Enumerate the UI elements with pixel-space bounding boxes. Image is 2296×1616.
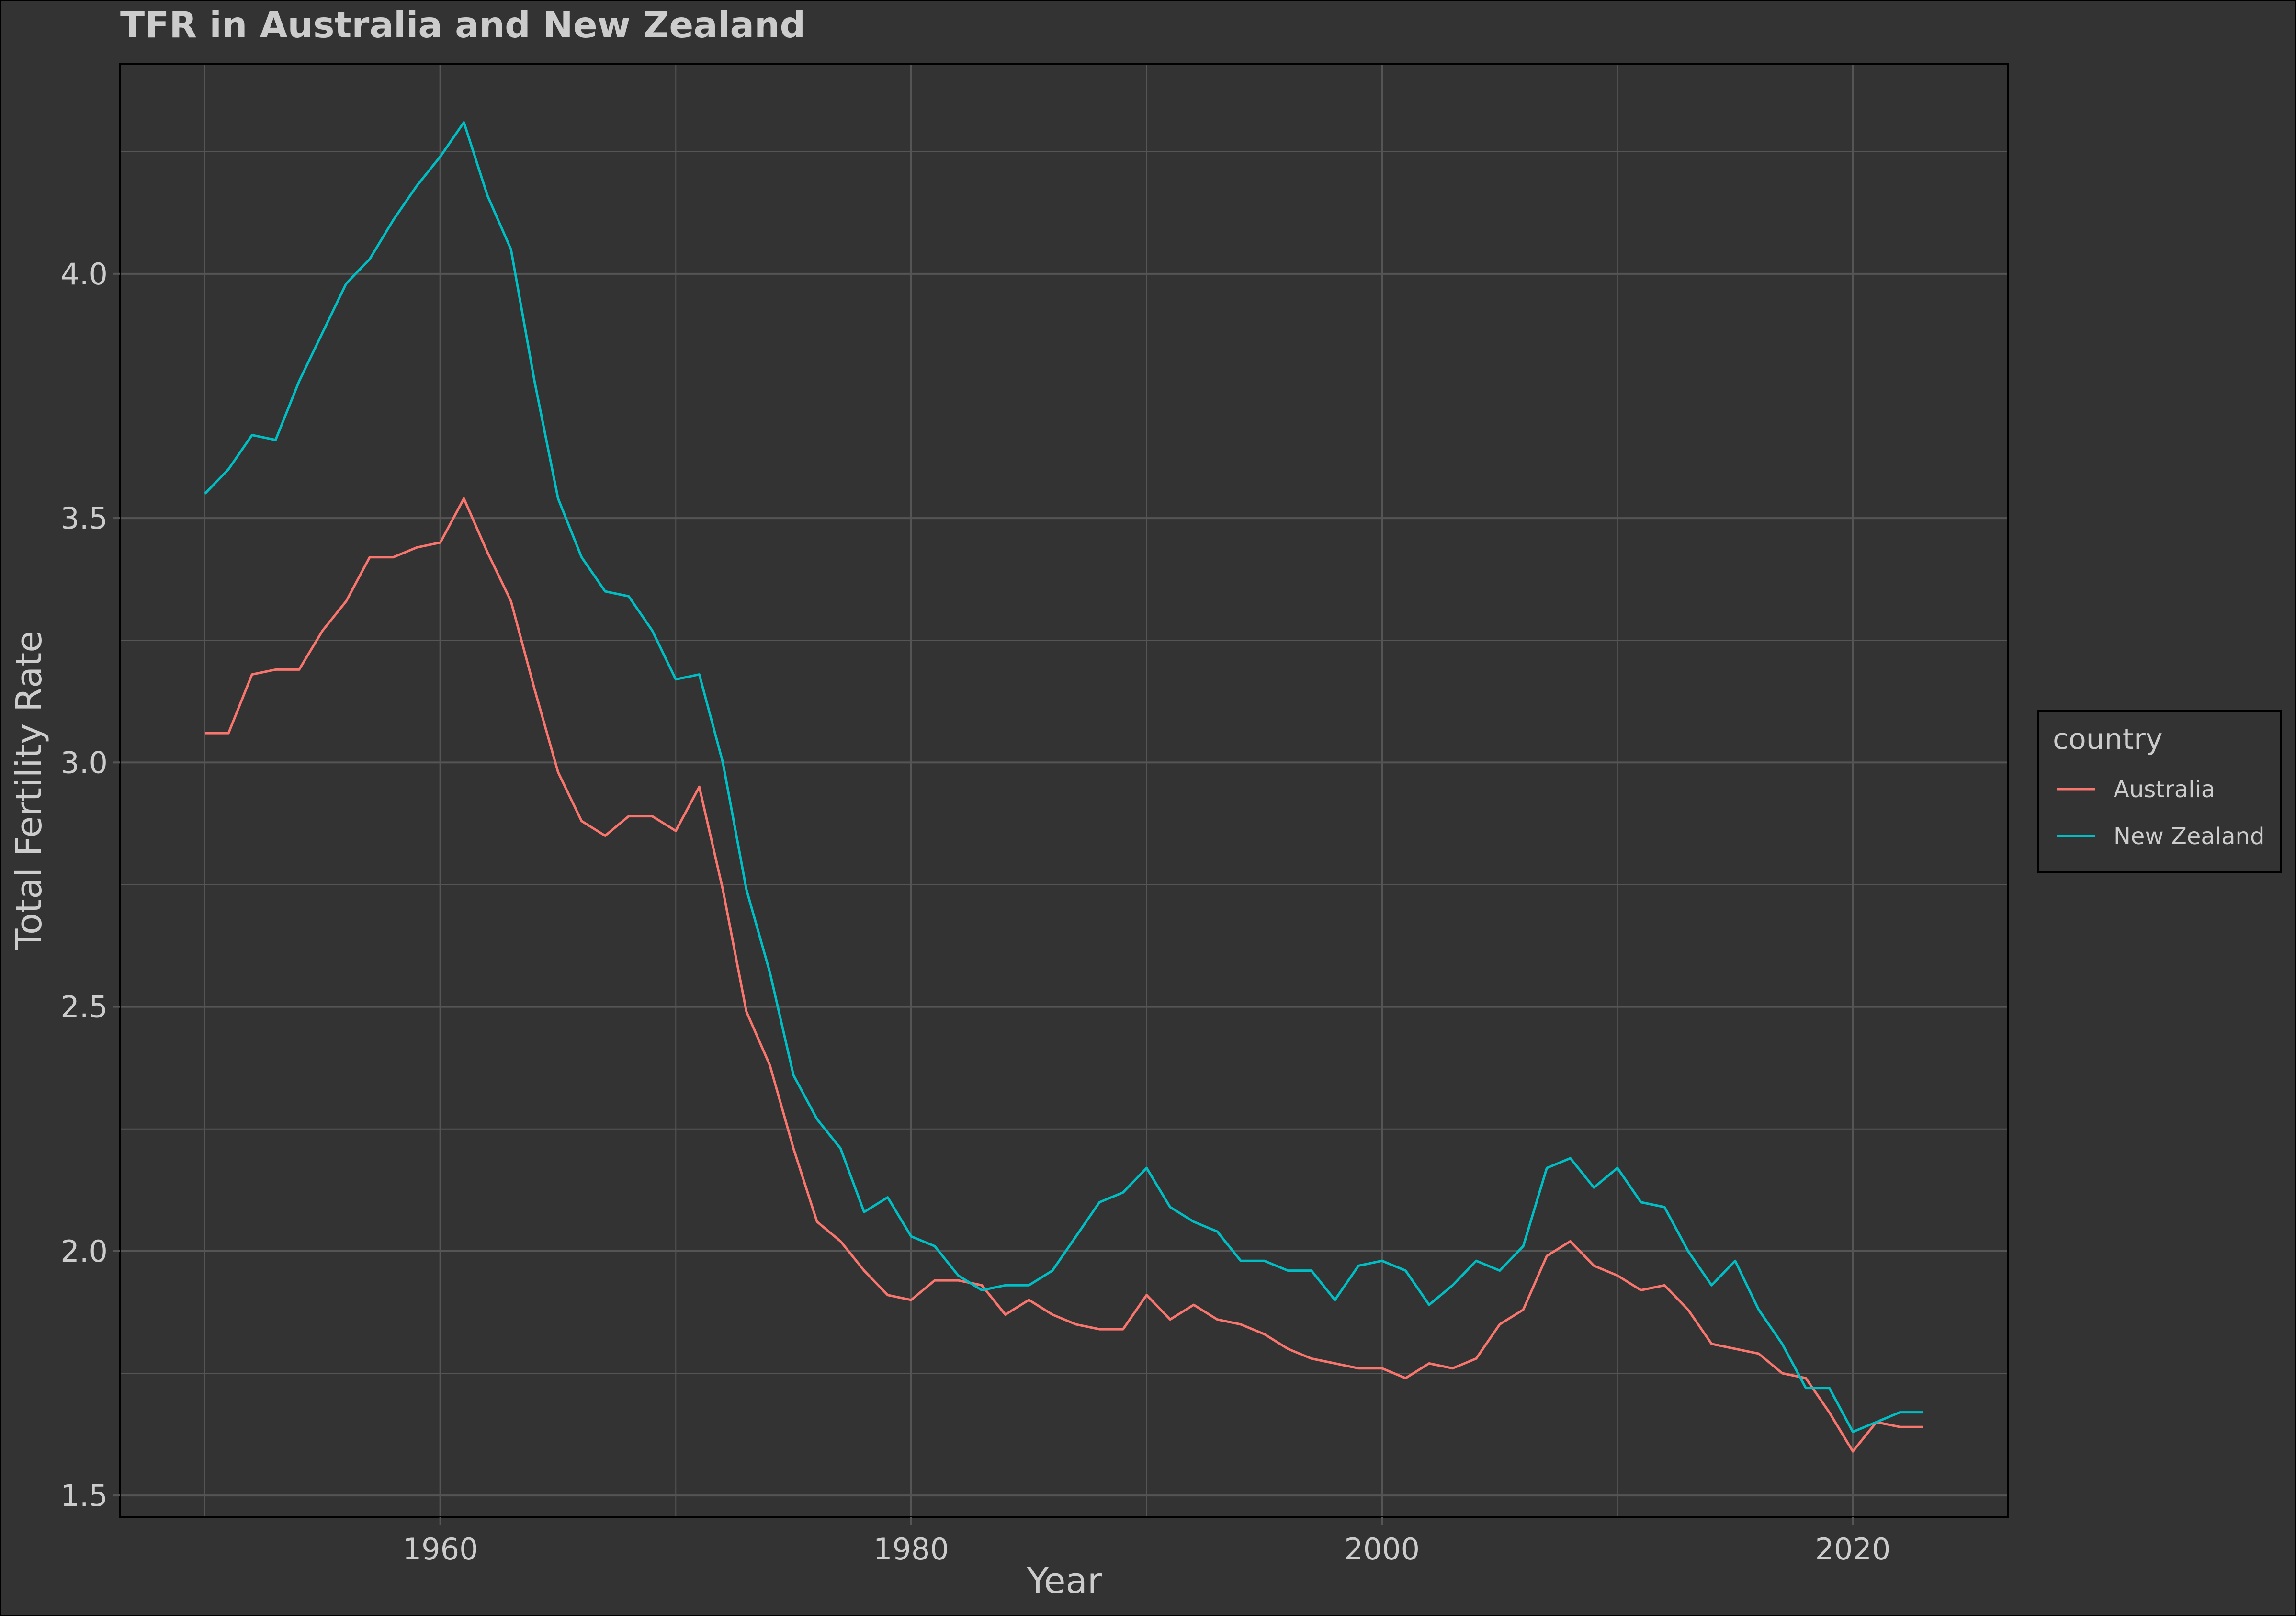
y-tick-label: 4.0 <box>60 257 108 292</box>
y-tick-label: 3.5 <box>60 501 108 536</box>
legend-title: country <box>2053 723 2162 756</box>
y-tick-label: 1.5 <box>60 1478 108 1513</box>
y-axis-title: Total Fertility Rate <box>9 631 50 951</box>
y-tick-label: 3.0 <box>60 745 108 780</box>
x-tick-label: 1960 <box>403 1532 478 1567</box>
y-tick-label: 2.0 <box>60 1234 108 1269</box>
legend-label-australia: Australia <box>2114 776 2215 803</box>
grid-major <box>120 64 2008 1517</box>
series-line-australia <box>205 497 1923 1453</box>
y-axis-ticks: 1.5 2.0 2.5 3.0 3.5 4.0 <box>60 257 120 1513</box>
legend-label-new-zealand: New Zealand <box>2114 823 2264 850</box>
grid-minor <box>120 64 2008 1517</box>
panel-border <box>119 63 2009 1518</box>
series-lines <box>204 121 1923 1453</box>
x-tick-label: 2000 <box>1344 1532 1420 1567</box>
x-tick-label: 1980 <box>873 1532 949 1567</box>
x-axis-ticks: 1960 1980 2000 2020 <box>403 1517 1891 1567</box>
legend: country Australia New Zealand <box>2037 710 2282 873</box>
chart-title: TFR in Australia and New Zealand <box>120 4 805 46</box>
series-line-new-zealand <box>204 121 1923 1433</box>
y-tick-label: 2.5 <box>60 990 108 1025</box>
x-tick-label: 2020 <box>1815 1532 1891 1567</box>
legend-items: Australia New Zealand <box>2057 776 2264 850</box>
legend-box <box>2037 710 2282 873</box>
x-axis-title: Year <box>1027 1560 1102 1602</box>
